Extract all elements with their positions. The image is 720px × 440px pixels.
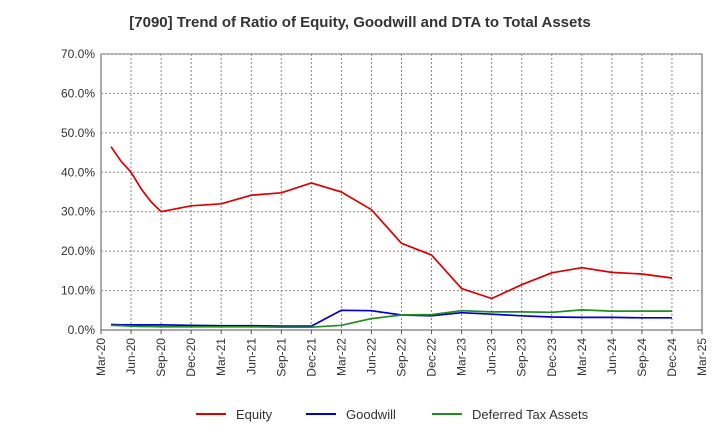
y-tick-label: 70.0% <box>61 47 95 61</box>
y-tick-label: 50.0% <box>61 126 95 140</box>
x-tick-label: Dec-22 <box>425 338 439 377</box>
x-tick-label: Sep-23 <box>515 338 529 377</box>
x-tick-label: Mar-21 <box>214 338 228 376</box>
x-tick-label: Mar-20 <box>94 338 108 376</box>
x-tick-label: Mar-25 <box>695 338 709 376</box>
y-tick-label: 30.0% <box>61 205 95 219</box>
chart-title: [7090] Trend of Ratio of Equity, Goodwil… <box>129 14 591 31</box>
legend-label: Goodwill <box>346 407 396 422</box>
y-tick-label: 0.0% <box>68 323 96 337</box>
legend-label: Deferred Tax Assets <box>472 407 589 422</box>
series-line-equity <box>110 146 673 300</box>
x-tick-label: Dec-21 <box>304 338 318 377</box>
x-tick-label: Sep-21 <box>274 338 288 377</box>
x-tick-label: Jun-22 <box>364 338 378 375</box>
y-tick-label: 10.0% <box>61 284 95 298</box>
x-tick-label: Mar-22 <box>334 338 348 376</box>
y-tick-label: 20.0% <box>61 244 95 258</box>
x-tick-label: Jun-21 <box>244 338 258 375</box>
x-tick-label: Mar-24 <box>575 338 589 376</box>
x-tick-label: Dec-24 <box>665 338 679 377</box>
legend-label: Equity <box>236 407 273 422</box>
x-tick-label: Jun-20 <box>124 338 138 375</box>
x-tick-label: Sep-24 <box>635 338 649 377</box>
y-tick-label: 60.0% <box>61 86 95 100</box>
x-tick-label: Dec-23 <box>545 338 559 377</box>
y-tick-label: 40.0% <box>61 165 95 179</box>
x-tick-label: Sep-22 <box>395 338 409 377</box>
series-line-deferred-tax-assets <box>110 309 672 329</box>
x-tick-label: Jun-23 <box>485 338 499 375</box>
x-tick-label: Mar-23 <box>455 338 469 376</box>
x-tick-label: Jun-24 <box>605 338 619 375</box>
x-tick-label: Dec-20 <box>184 338 198 377</box>
series-line-goodwill <box>110 309 672 327</box>
x-tick-label: Sep-20 <box>154 338 168 377</box>
